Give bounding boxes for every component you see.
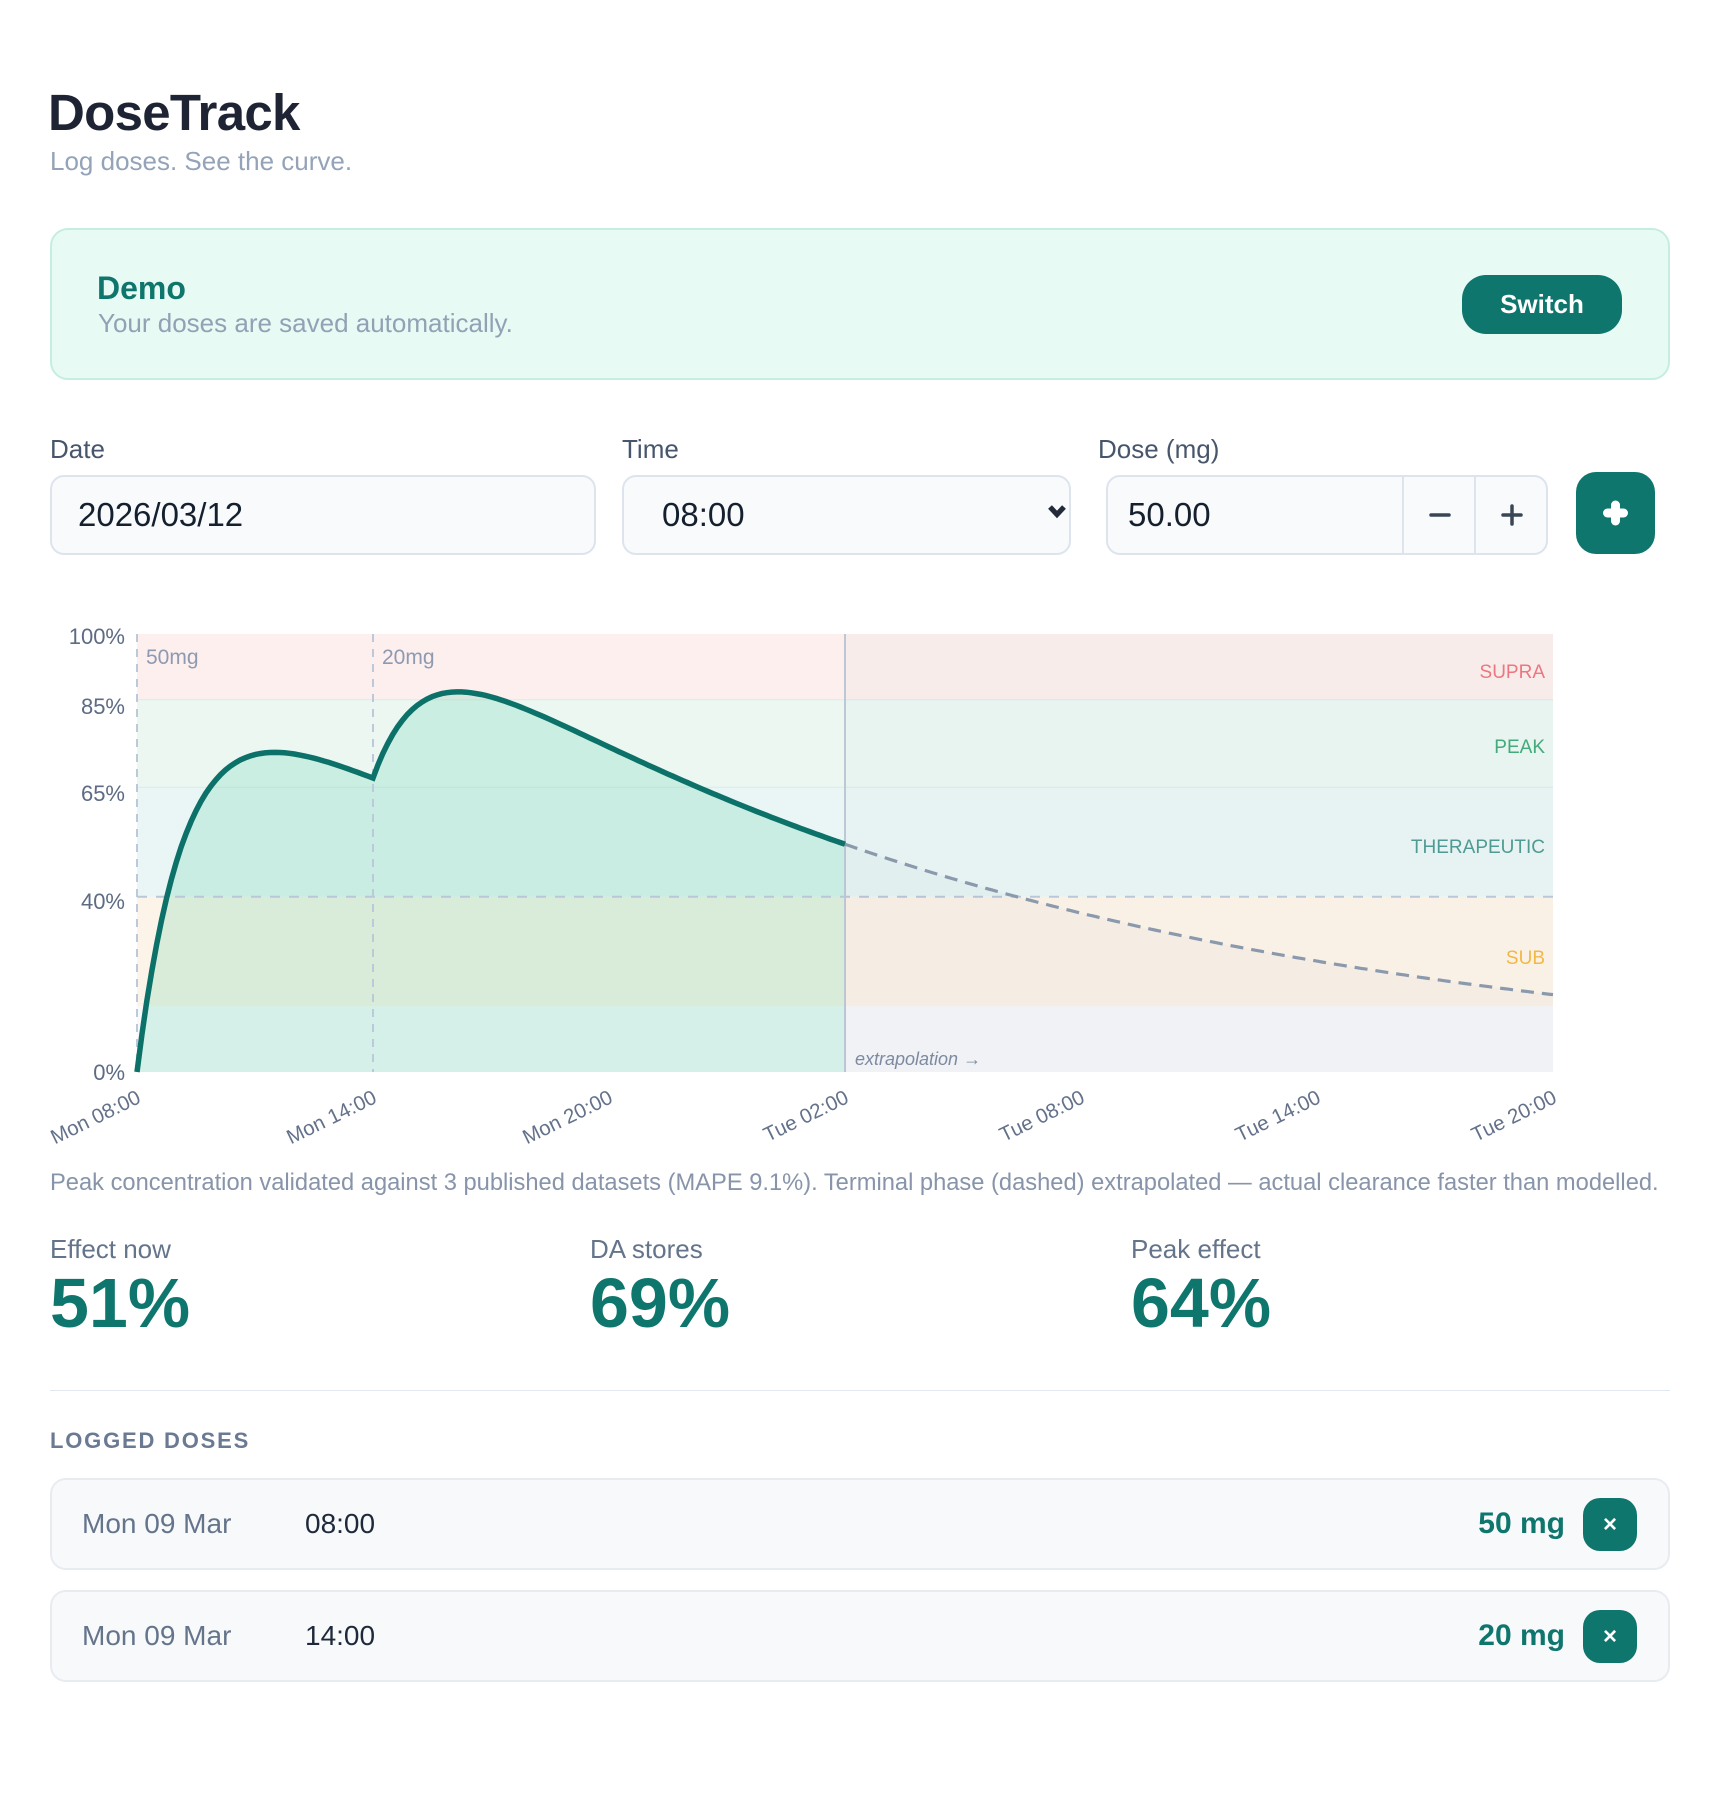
svg-text:SUPRA: SUPRA <box>1480 662 1546 683</box>
svg-text:SUB: SUB <box>1506 948 1545 969</box>
svg-text:Tue 20:00: Tue 20:00 <box>1468 1086 1560 1147</box>
svg-text:Mon 14:00: Mon 14:00 <box>283 1086 380 1149</box>
svg-text:85%: 85% <box>81 694 125 719</box>
svg-text:0%: 0% <box>93 1060 125 1085</box>
svg-text:Tue 14:00: Tue 14:00 <box>1232 1086 1324 1147</box>
svg-text:PEAK: PEAK <box>1494 737 1545 758</box>
svg-text:THERAPEUTIC: THERAPEUTIC <box>1411 837 1545 858</box>
svg-text:100%: 100% <box>69 624 125 649</box>
svg-text:Mon 20:00: Mon 20:00 <box>519 1086 616 1149</box>
svg-text:Tue 08:00: Tue 08:00 <box>996 1086 1088 1147</box>
svg-text:40%: 40% <box>81 889 125 914</box>
svg-text:Tue 02:00: Tue 02:00 <box>760 1086 852 1147</box>
svg-text:20mg: 20mg <box>382 646 435 669</box>
svg-text:Mon 08:00: Mon 08:00 <box>47 1086 144 1149</box>
svg-text:65%: 65% <box>81 781 125 806</box>
svg-text:extrapolation →: extrapolation → <box>855 1049 981 1069</box>
svg-text:50mg: 50mg <box>146 646 199 669</box>
